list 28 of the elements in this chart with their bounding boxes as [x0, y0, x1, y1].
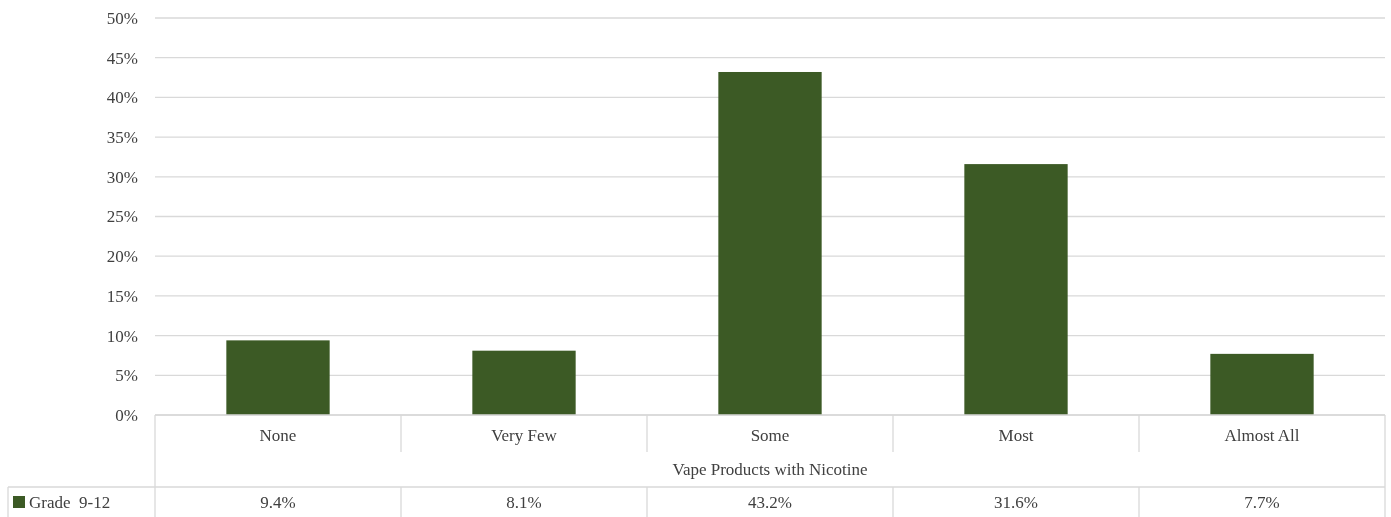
legend-label: Grade 9-12: [29, 492, 111, 512]
data-label: 43.2%: [748, 492, 792, 512]
x-tick-label: Very Few: [491, 426, 558, 446]
x-tick-label: Some: [750, 426, 790, 446]
data-label: 7.7%: [1244, 492, 1280, 512]
y-tick-label: 40%: [106, 88, 138, 108]
bar: [1210, 353, 1314, 415]
y-tick-label: 35%: [106, 128, 138, 148]
y-tick-label: 30%: [106, 167, 138, 187]
y-tick-label: 0%: [115, 405, 138, 425]
y-tick-label: 20%: [106, 247, 138, 267]
y-tick-label: 50%: [106, 8, 138, 28]
bar: [964, 164, 1068, 415]
y-tick-label: 5%: [115, 366, 138, 386]
y-tick-label: 25%: [106, 207, 138, 227]
y-tick-label: 10%: [106, 326, 138, 346]
x-tick-label: None: [259, 426, 297, 446]
x-tick-label: Most: [998, 426, 1034, 446]
x-axis-title: Vape Products with Nicotine: [672, 460, 868, 480]
y-tick-label: 15%: [106, 286, 138, 306]
data-label: 31.6%: [994, 492, 1038, 512]
data-label: 9.4%: [260, 492, 296, 512]
data-label: 8.1%: [506, 492, 542, 512]
bar: [226, 340, 330, 415]
bar: [718, 71, 822, 415]
y-tick-label: 45%: [106, 48, 138, 68]
bar: [472, 350, 576, 415]
x-tick-label: Almost All: [1224, 426, 1300, 446]
